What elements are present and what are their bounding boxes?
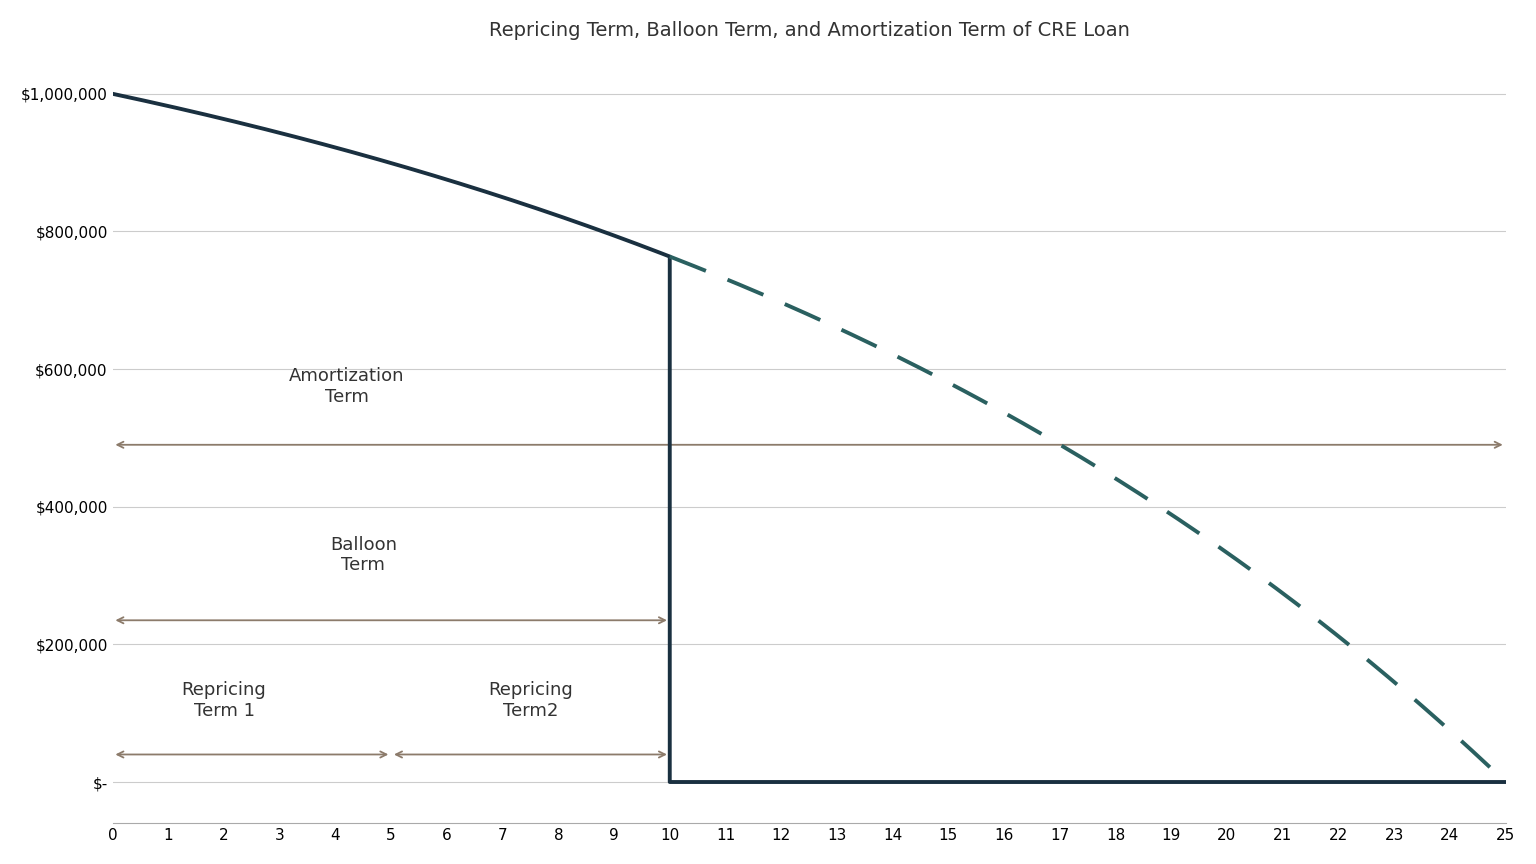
Text: Balloon
Term: Balloon Term	[330, 536, 396, 575]
Text: Amortization
Term: Amortization Term	[289, 367, 404, 406]
Title: Repricing Term, Balloon Term, and Amortization Term of CRE Loan: Repricing Term, Balloon Term, and Amorti…	[488, 21, 1129, 40]
Text: Repricing
Term 1: Repricing Term 1	[181, 682, 266, 721]
Text: Repricing
Term2: Repricing Term2	[488, 682, 573, 721]
